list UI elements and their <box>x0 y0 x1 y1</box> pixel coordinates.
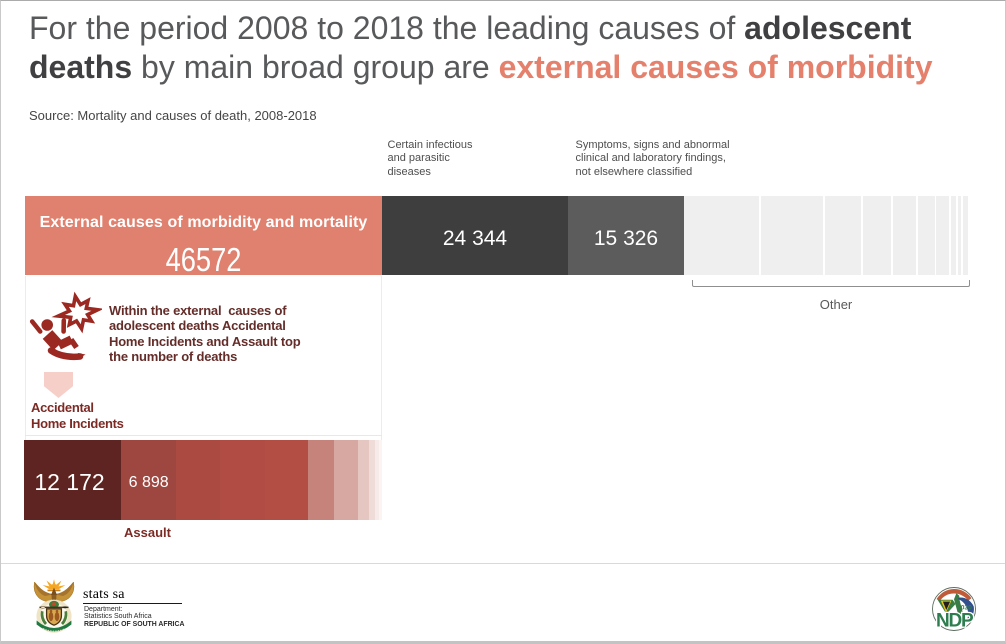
svg-text:2030: 2030 <box>957 605 972 612</box>
svg-text:NDP: NDP <box>936 610 974 631</box>
svg-text:NDP: NDP <box>936 610 974 631</box>
